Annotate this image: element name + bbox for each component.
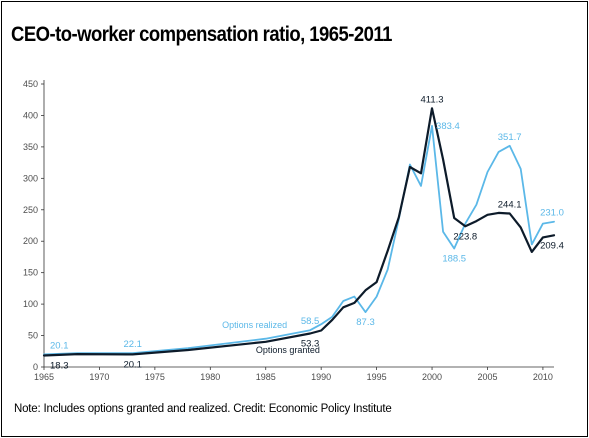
y-tick-label: 300	[23, 173, 38, 183]
x-tick-label: 2010	[533, 372, 553, 382]
y-tick-label: 450	[23, 79, 38, 89]
x-tick-label: 1995	[367, 372, 387, 382]
series-label: Options realized	[222, 320, 287, 330]
options-granted-line	[42, 107, 556, 357]
data-label: 411.3	[421, 94, 444, 105]
x-tick-label: 1990	[311, 372, 331, 382]
x-tick-label: 2000	[422, 372, 442, 382]
data-label: 231.0	[540, 208, 564, 219]
data-label: 188.5	[442, 253, 466, 264]
chart-title: CEO-to-worker compensation ratio, 1965-2…	[11, 23, 392, 46]
x-tick-label: 1965	[34, 372, 54, 382]
options-realized-line	[43, 125, 555, 356]
y-tick-label: 400	[23, 110, 38, 120]
y-tick-label: 150	[23, 268, 38, 278]
data-label: 58.5	[301, 316, 320, 327]
chart-data-labels: 20.1 22.1 58.5 87.3 383.4 188.5 351.7 231.0 18.3…	[50, 94, 564, 371]
data-label: 87.3	[356, 317, 375, 328]
y-tick-label: 100	[23, 299, 38, 309]
chart-axes: 0 50 100 150 200 250 300 350 400 450 1965 1970 1975 1…	[23, 79, 554, 382]
x-tick-label: 1980	[200, 372, 220, 382]
y-tick-label: 250	[23, 205, 38, 215]
data-label: 223.8	[453, 231, 477, 242]
x-tick-label: 1975	[145, 372, 165, 382]
x-tick-label: 2005	[477, 372, 497, 382]
data-label: 18.3	[50, 360, 69, 371]
y-tick-label: 350	[23, 142, 38, 152]
y-tick-label: 50	[28, 331, 38, 341]
data-label: 20.1	[123, 359, 142, 370]
data-label: 20.1	[50, 340, 69, 351]
data-label: 209.4	[540, 240, 564, 251]
x-tick-label: 1985	[256, 372, 276, 382]
y-tick-label: 0	[33, 362, 38, 372]
data-label: 22.1	[123, 339, 142, 350]
x-tick-label: 1970	[89, 372, 109, 382]
chart-series	[42, 107, 556, 357]
data-label: 351.7	[498, 132, 522, 143]
chart-note: Note: Includes options granted and reali…	[14, 403, 392, 415]
data-label: 383.4	[436, 121, 460, 132]
series-label: Options granted	[256, 345, 320, 355]
data-label: 244.1	[498, 199, 522, 210]
data-label: 53.3	[301, 338, 320, 349]
y-tick-label: 200	[23, 236, 38, 246]
